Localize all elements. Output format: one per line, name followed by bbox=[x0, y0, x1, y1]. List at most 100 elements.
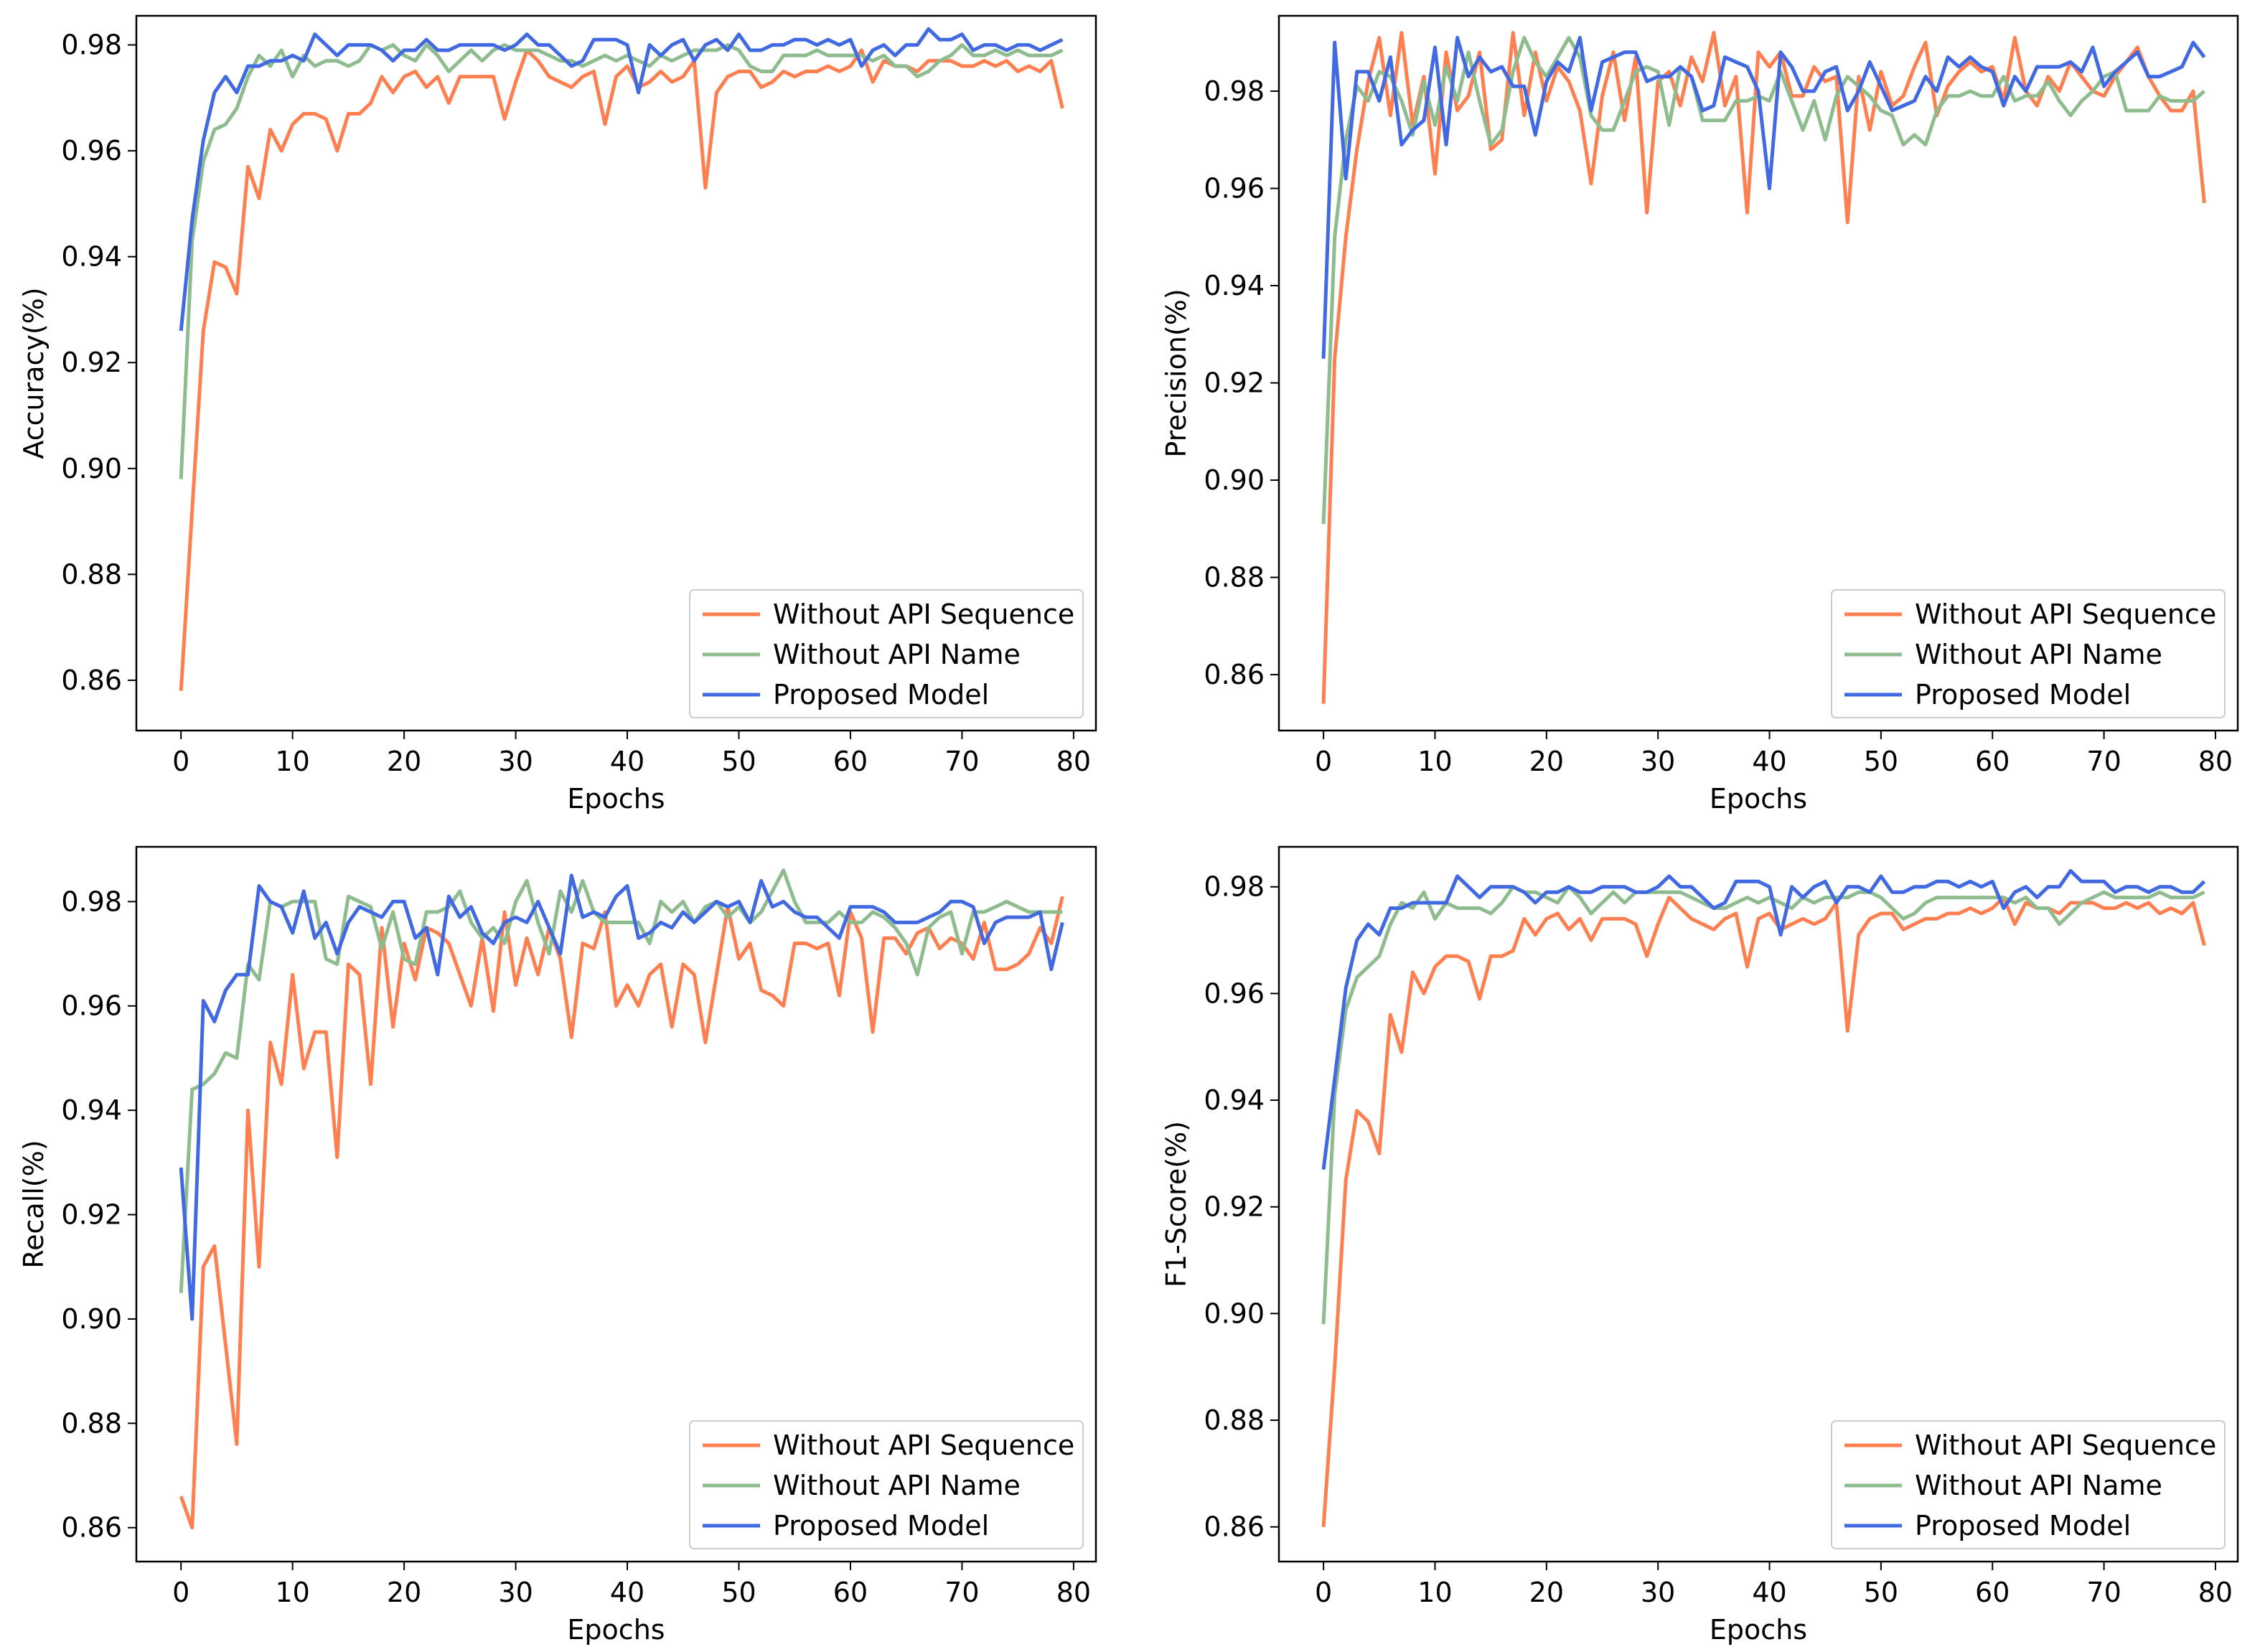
legend: Without API Sequence Without API Name Prop… bbox=[689, 1420, 1084, 1549]
y-tick-label: 0.96 bbox=[61, 135, 122, 166]
x-tick-label: 10 bbox=[275, 746, 309, 777]
series-line-without-api-name bbox=[1321, 36, 2206, 525]
legend-box bbox=[1831, 1420, 2226, 1549]
y-axis-label: F1-Score(%) bbox=[1161, 1121, 1192, 1287]
plot-frame bbox=[135, 14, 1097, 732]
series-line-without-api-name bbox=[179, 43, 1064, 479]
x-tick-label: 80 bbox=[2198, 746, 2233, 777]
y-tick-label: 0.90 bbox=[61, 1303, 122, 1335]
legend-label: Proposed Model bbox=[773, 679, 989, 710]
legend-label: Proposed Model bbox=[773, 1510, 989, 1541]
chart-panel-4: 0 10 20 30 40 50 60 70 80 0.86 0.88 0.90 0.92 0.94 0.9… bbox=[1161, 845, 2239, 1646]
y-tick-label: 0.98 bbox=[1204, 75, 1265, 107]
x-tick-label: 10 bbox=[1417, 746, 1452, 777]
legend-label: Without API Name bbox=[773, 639, 1021, 670]
y-tick-label: 0.90 bbox=[1204, 1297, 1265, 1329]
legend-label: Proposed Model bbox=[1915, 1510, 2131, 1541]
x-tick-label: 50 bbox=[721, 1577, 756, 1608]
x-tick-label: 50 bbox=[1864, 1577, 1898, 1608]
y-tick-label: 0.94 bbox=[1204, 270, 1265, 301]
series-line-without-api-sequence bbox=[1321, 31, 2206, 704]
y-tick-label: 0.98 bbox=[61, 29, 122, 61]
x-tick-label: 0 bbox=[1315, 1577, 1332, 1608]
y-tick-label: 0.92 bbox=[1204, 367, 1265, 399]
legend-label: Without API Name bbox=[773, 1470, 1021, 1501]
x-axis-label: Epochs bbox=[1710, 783, 1807, 815]
y-tick-label: 0.86 bbox=[1204, 659, 1265, 690]
series-line-proposed-model bbox=[179, 873, 1064, 1321]
y-tick-label: 0.96 bbox=[1204, 173, 1265, 205]
x-axis-label: Epochs bbox=[1710, 1614, 1807, 1646]
x-tick-label: 70 bbox=[944, 1577, 979, 1608]
y-axis-label: Precision(%) bbox=[1161, 288, 1192, 457]
legend-box bbox=[689, 589, 1084, 718]
x-tick-label: 0 bbox=[172, 1577, 189, 1608]
x-tick-label: 10 bbox=[1417, 1577, 1452, 1608]
x-tick-label: 70 bbox=[2086, 746, 2121, 777]
legend: Without API Sequence Without API Name Prop… bbox=[689, 589, 1084, 718]
y-tick-label: 0.98 bbox=[1204, 871, 1265, 903]
legend-label: Without API Sequence bbox=[773, 599, 1074, 630]
series-line-without-api-sequence bbox=[1321, 896, 2206, 1527]
y-tick-label: 0.86 bbox=[1204, 1511, 1265, 1543]
y-tick-label: 0.88 bbox=[1204, 1404, 1265, 1436]
legend-label: Without API Sequence bbox=[773, 1430, 1074, 1461]
x-tick-label: 40 bbox=[610, 1577, 644, 1608]
x-tick-label: 50 bbox=[721, 746, 756, 777]
y-tick-label: 0.98 bbox=[61, 886, 122, 917]
x-tick-label: 40 bbox=[610, 746, 644, 777]
x-tick-label: 60 bbox=[833, 746, 868, 777]
legend-label: Without API Name bbox=[1915, 1470, 2162, 1501]
y-axis-label: Recall(%) bbox=[18, 1140, 50, 1268]
chart-panel-1: 0 10 20 30 40 50 60 70 80 0.86 0.88 0.90 0.92 0.94 0.9… bbox=[18, 14, 1097, 815]
x-tick-label: 80 bbox=[1056, 1577, 1091, 1608]
x-tick-label: 70 bbox=[2086, 1577, 2121, 1608]
y-tick-label: 0.94 bbox=[61, 241, 122, 273]
y-tick-label: 0.92 bbox=[61, 1199, 122, 1231]
x-tick-label: 0 bbox=[172, 746, 189, 777]
x-tick-label: 40 bbox=[1752, 1577, 1786, 1608]
y-tick-label: 0.92 bbox=[61, 347, 122, 378]
x-tick-label: 20 bbox=[387, 1577, 421, 1608]
legend-label: Without API Name bbox=[1915, 639, 2162, 670]
y-tick-label: 0.90 bbox=[1204, 464, 1265, 496]
x-axis-label: Epochs bbox=[567, 1614, 665, 1646]
x-axis-label: Epochs bbox=[567, 783, 665, 815]
x-tick-label: 20 bbox=[387, 746, 421, 777]
plot-frame bbox=[1277, 845, 2239, 1563]
x-tick-label: 50 bbox=[1864, 746, 1898, 777]
x-tick-label: 10 bbox=[275, 1577, 309, 1608]
legend-label: Without API Sequence bbox=[1915, 599, 2216, 630]
plot-frame bbox=[1277, 14, 2239, 732]
legend-box bbox=[689, 1420, 1084, 1549]
series-line-proposed-model bbox=[1321, 36, 2206, 359]
x-tick-label: 30 bbox=[1641, 746, 1675, 777]
series-line-without-api-sequence bbox=[179, 896, 1064, 1530]
y-tick-label: 0.94 bbox=[61, 1094, 122, 1126]
x-tick-label: 70 bbox=[944, 746, 979, 777]
x-tick-label: 30 bbox=[498, 746, 533, 777]
series-line-without-api-name bbox=[179, 868, 1063, 1293]
chart-panel-2: 0 10 20 30 40 50 60 70 80 0.86 0.88 0.90 0.92 0.94 0.9… bbox=[1161, 14, 2239, 815]
x-tick-label: 0 bbox=[1315, 746, 1332, 777]
y-tick-label: 0.94 bbox=[1204, 1084, 1265, 1116]
y-tick-label: 0.92 bbox=[1204, 1191, 1265, 1223]
legend-label: Proposed Model bbox=[1915, 679, 2131, 710]
x-tick-label: 20 bbox=[1529, 1577, 1564, 1608]
y-axis-label: Accuracy(%) bbox=[18, 287, 50, 459]
legend-label: Without API Sequence bbox=[1915, 1430, 2216, 1461]
y-tick-label: 0.90 bbox=[61, 453, 122, 484]
x-tick-label: 30 bbox=[498, 1577, 533, 1608]
legend: Without API Sequence Without API Name Prop… bbox=[1831, 589, 2226, 718]
series-line-proposed-model bbox=[1321, 868, 2206, 1170]
x-tick-label: 60 bbox=[833, 1577, 868, 1608]
y-tick-label: 0.96 bbox=[61, 990, 122, 1022]
series-line-proposed-model bbox=[179, 27, 1064, 332]
y-tick-label: 0.86 bbox=[61, 665, 122, 696]
plot-frame bbox=[135, 845, 1097, 1563]
legend: Without API Sequence Without API Name Prop… bbox=[1831, 1420, 2226, 1549]
x-tick-label: 30 bbox=[1641, 1577, 1675, 1608]
y-tick-label: 0.96 bbox=[1204, 977, 1265, 1009]
y-tick-label: 0.86 bbox=[61, 1512, 122, 1544]
